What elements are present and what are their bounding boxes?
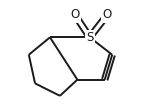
Text: O: O [70, 8, 79, 21]
Text: S: S [86, 31, 93, 44]
Text: O: O [103, 8, 112, 21]
